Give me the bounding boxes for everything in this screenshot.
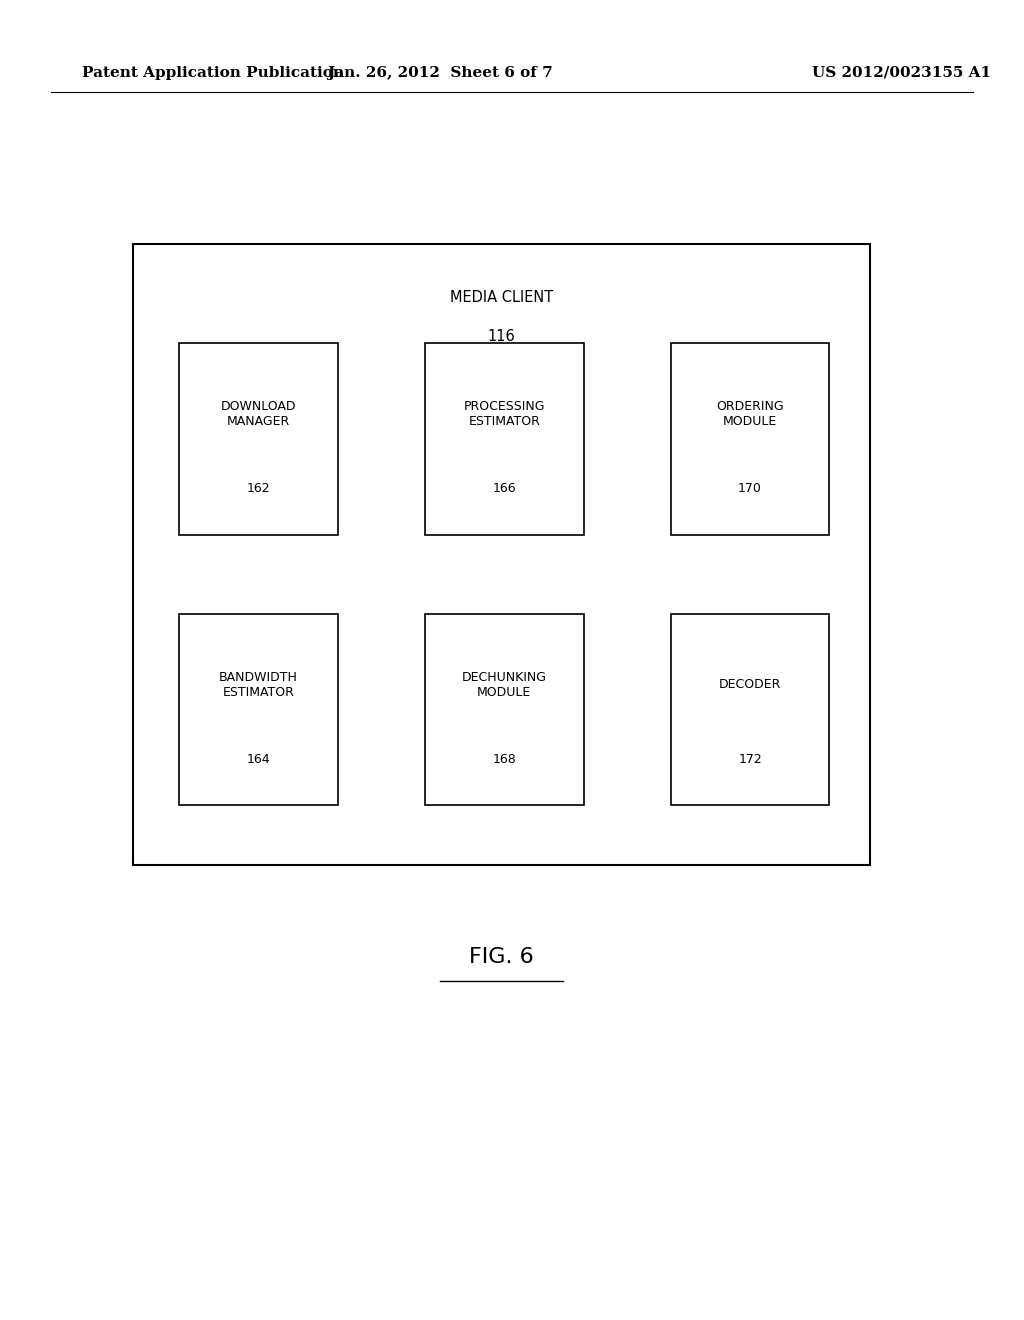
Text: 170: 170 [738, 482, 762, 495]
FancyBboxPatch shape [671, 614, 829, 805]
Text: 172: 172 [738, 752, 762, 766]
Text: ORDERING
MODULE: ORDERING MODULE [716, 400, 784, 428]
Text: US 2012/0023155 A1: US 2012/0023155 A1 [812, 66, 990, 79]
Text: PROCESSING
ESTIMATOR: PROCESSING ESTIMATOR [464, 400, 545, 428]
FancyBboxPatch shape [133, 244, 870, 865]
FancyBboxPatch shape [425, 343, 584, 535]
Text: Jan. 26, 2012  Sheet 6 of 7: Jan. 26, 2012 Sheet 6 of 7 [328, 66, 553, 79]
Text: DECHUNKING
MODULE: DECHUNKING MODULE [462, 671, 547, 698]
Text: Patent Application Publication: Patent Application Publication [82, 66, 344, 79]
Text: FIG. 6: FIG. 6 [469, 946, 535, 968]
Text: DOWNLOAD
MANAGER: DOWNLOAD MANAGER [221, 400, 296, 428]
Text: 166: 166 [493, 482, 516, 495]
Text: 168: 168 [493, 752, 516, 766]
Text: 116: 116 [487, 329, 516, 345]
FancyBboxPatch shape [671, 343, 829, 535]
Text: BANDWIDTH
ESTIMATOR: BANDWIDTH ESTIMATOR [219, 671, 298, 698]
Text: MEDIA CLIENT: MEDIA CLIENT [451, 289, 553, 305]
Text: 164: 164 [247, 752, 270, 766]
FancyBboxPatch shape [179, 343, 338, 535]
Text: DECODER: DECODER [719, 678, 781, 692]
Text: 162: 162 [247, 482, 270, 495]
FancyBboxPatch shape [425, 614, 584, 805]
FancyBboxPatch shape [179, 614, 338, 805]
